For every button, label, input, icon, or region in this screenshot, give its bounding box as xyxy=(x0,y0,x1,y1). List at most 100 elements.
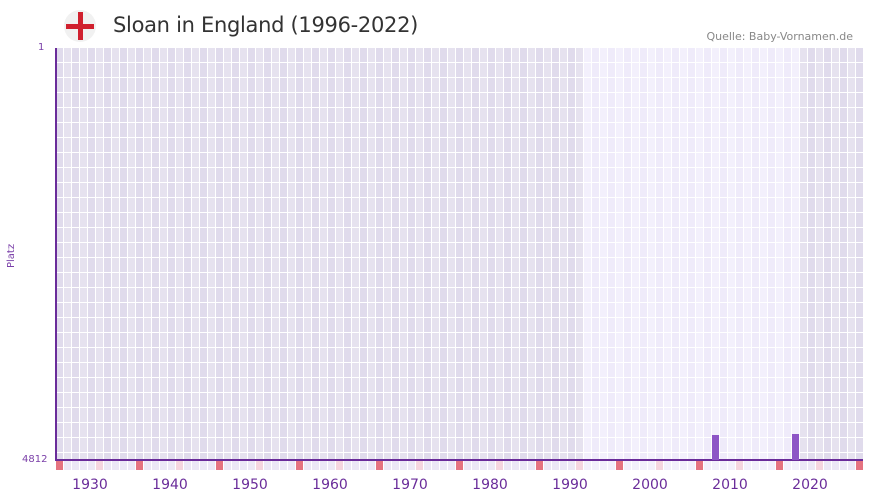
grid-column xyxy=(808,48,815,460)
grid-column xyxy=(592,48,599,460)
x-tick-label: 2020 xyxy=(792,477,828,493)
x-axis-line xyxy=(55,459,863,461)
grid-column xyxy=(136,48,143,460)
grid-column xyxy=(88,48,95,460)
grid-column xyxy=(272,48,279,460)
grid-column xyxy=(760,48,767,460)
year-marker xyxy=(608,461,615,470)
year-marker xyxy=(672,461,679,470)
year-marker xyxy=(768,461,775,470)
grid-column xyxy=(248,48,255,460)
year-marker xyxy=(64,461,71,470)
year-marker xyxy=(800,461,807,470)
grid-column xyxy=(400,48,407,460)
year-marker xyxy=(824,461,831,470)
year-marker xyxy=(792,461,799,470)
year-marker xyxy=(728,461,735,470)
year-marker xyxy=(520,461,527,470)
grid-column xyxy=(144,48,151,460)
year-marker xyxy=(640,461,647,470)
england-flag-icon xyxy=(64,10,96,42)
year-marker xyxy=(816,461,823,470)
year-marker xyxy=(344,461,351,470)
grid-column xyxy=(856,48,863,460)
grid-column xyxy=(568,48,575,460)
year-marker xyxy=(560,461,567,470)
year-marker xyxy=(712,461,719,470)
y-tick-bottom: 4812 xyxy=(22,454,48,465)
year-marker xyxy=(584,461,591,470)
grid-column xyxy=(432,48,439,460)
year-marker xyxy=(408,461,415,470)
grid-column xyxy=(576,48,583,460)
year-marker xyxy=(72,461,79,470)
grid-column xyxy=(120,48,127,460)
grid-column xyxy=(280,48,287,460)
rank-bar-2020[interactable] xyxy=(792,433,799,460)
year-marker xyxy=(544,461,551,470)
grid-column xyxy=(312,48,319,460)
grid-column xyxy=(376,48,383,460)
year-marker xyxy=(416,461,423,470)
grid-column xyxy=(616,48,623,460)
year-marker xyxy=(80,461,87,470)
year-marker xyxy=(632,461,639,470)
grid-column xyxy=(832,48,839,460)
y-axis-label: Platz xyxy=(6,243,17,268)
year-marker xyxy=(576,461,583,470)
grid-column xyxy=(552,48,559,460)
year-marker xyxy=(360,461,367,470)
grid-column xyxy=(840,48,847,460)
source-link[interactable]: Quelle: Baby-Vornamen.de xyxy=(706,30,853,43)
grid-column xyxy=(104,48,111,460)
grid-column xyxy=(720,48,727,460)
grid-column xyxy=(672,48,679,460)
grid-column xyxy=(816,48,823,460)
year-marker xyxy=(96,461,103,470)
year-marker xyxy=(592,461,599,470)
grid-column xyxy=(208,48,215,460)
grid-column xyxy=(696,48,703,460)
grid-column xyxy=(80,48,87,460)
year-marker xyxy=(160,461,167,470)
grid-column xyxy=(680,48,687,460)
x-tick-label: 1990 xyxy=(552,477,588,493)
grid-column xyxy=(296,48,303,460)
grid-column xyxy=(744,48,751,460)
grid-column xyxy=(624,48,631,460)
grid-column xyxy=(800,48,807,460)
x-tick-label: 2010 xyxy=(712,477,748,493)
year-marker xyxy=(648,461,655,470)
year-marker xyxy=(480,461,487,470)
year-marker xyxy=(464,461,471,470)
year-marker xyxy=(496,461,503,470)
grid-column xyxy=(656,48,663,460)
grid-column xyxy=(848,48,855,460)
year-marker xyxy=(680,461,687,470)
rank-bar-2010[interactable] xyxy=(712,434,719,460)
year-marker xyxy=(760,461,767,470)
year-marker xyxy=(320,461,327,470)
grid-column xyxy=(216,48,223,460)
grid-column xyxy=(640,48,647,460)
x-tick-label: 1970 xyxy=(392,477,428,493)
x-tick-label: 1930 xyxy=(72,477,108,493)
grid-column xyxy=(712,48,719,460)
grid-column xyxy=(288,48,295,460)
year-marker xyxy=(232,461,239,470)
grid-column xyxy=(384,48,391,460)
year-marker xyxy=(304,461,311,470)
grid-column xyxy=(440,48,447,460)
grid-column xyxy=(112,48,119,460)
year-marker xyxy=(192,461,199,470)
year-marker xyxy=(240,461,247,470)
year-marker xyxy=(56,461,63,470)
year-marker xyxy=(336,461,343,470)
y-tick-top: 1 xyxy=(38,42,45,53)
grid-column xyxy=(776,48,783,460)
year-marker xyxy=(568,461,575,470)
grid-column xyxy=(752,48,759,460)
year-marker xyxy=(384,461,391,470)
year-marker xyxy=(104,461,111,470)
grid-column xyxy=(464,48,471,460)
